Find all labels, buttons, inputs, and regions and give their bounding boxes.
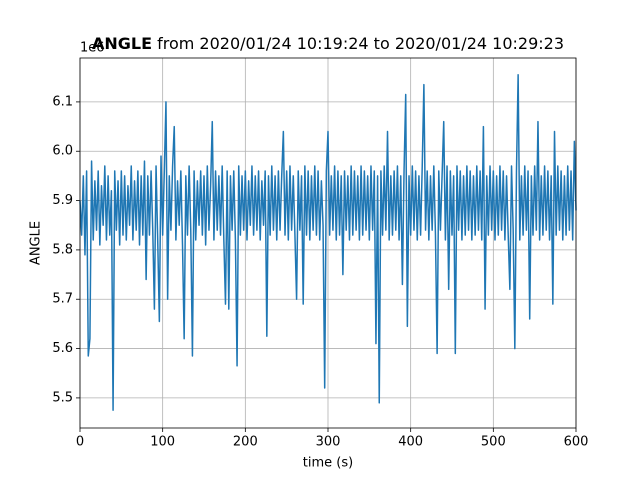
- x-tick-label: 0: [76, 435, 84, 450]
- y-tick-label: 5.9: [52, 193, 73, 208]
- x-tick-label: 400: [398, 435, 423, 450]
- plot-frame: [79, 57, 577, 429]
- y-tick-label: 5.6: [52, 341, 73, 356]
- data-line: [79, 74, 577, 411]
- x-tick-label: 600: [564, 435, 589, 450]
- x-tick-label: 300: [316, 435, 341, 450]
- x-tick-label: 500: [481, 435, 506, 450]
- y-tick-label: 6.0: [52, 144, 73, 159]
- y-offset-text: 1e6: [80, 41, 105, 56]
- y-tick-label: 5.5: [52, 390, 73, 405]
- title-bold: ANGLE: [92, 34, 152, 53]
- y-axis-label: ANGLE: [29, 221, 44, 265]
- y-tick-label: 5.7: [52, 292, 73, 307]
- y-tick-label: 6.1: [52, 94, 73, 109]
- title-rest: from 2020/01/24 10:19:24 to 2020/01/24 1…: [157, 34, 564, 53]
- chart-title: ANGLE from 2020/01/24 10:19:24 to 2020/0…: [92, 34, 564, 53]
- x-axis-label: time (s): [303, 456, 353, 471]
- x-tick-label: 100: [150, 435, 175, 450]
- x-tick-label: 200: [233, 435, 258, 450]
- y-tick-label: 5.8: [52, 242, 73, 257]
